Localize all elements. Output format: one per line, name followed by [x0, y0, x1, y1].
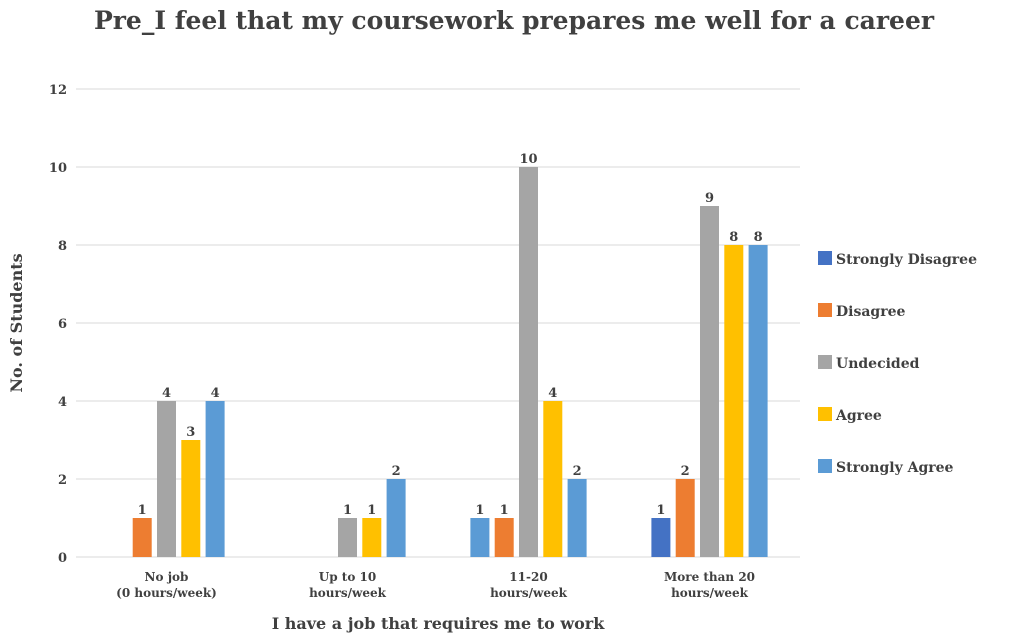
bar-strongly-agree	[386, 479, 406, 557]
bar-agree	[181, 440, 201, 557]
bar-strongly-disagree	[470, 518, 490, 557]
legend-swatch	[818, 303, 832, 317]
legend: Strongly Disagree Disagree Undecided Agree S…	[818, 251, 977, 476]
data-label: 2	[573, 464, 582, 479]
x-category-label: Up to 10	[319, 570, 376, 584]
data-label: 1	[475, 503, 484, 518]
bar-strongly-agree	[205, 401, 225, 557]
legend-swatch	[818, 459, 832, 473]
y-tick-label: 10	[49, 161, 67, 176]
data-label: 1	[367, 503, 376, 518]
data-label: 10	[519, 152, 537, 167]
legend-label: Disagree	[836, 304, 905, 320]
data-label: 1	[138, 503, 147, 518]
data-label: 3	[186, 425, 195, 440]
bar-undecided	[519, 167, 538, 557]
data-label: 8	[754, 230, 763, 245]
y-tick-label: 2	[58, 473, 67, 488]
data-label: 1	[656, 503, 665, 518]
x-category-label: More than 20	[664, 570, 755, 584]
bar-disagree	[494, 518, 514, 557]
legend-label: Undecided	[836, 356, 920, 372]
legend-swatch	[818, 407, 832, 421]
legend-swatch	[818, 251, 832, 265]
chart-title: Pre_I feel that my coursework prepares m…	[93, 6, 935, 35]
data-label: 4	[548, 386, 557, 401]
bar-undecided	[338, 518, 357, 557]
y-tick-label: 12	[49, 83, 67, 98]
y-tick-label: 6	[58, 317, 67, 332]
bar-agree	[362, 518, 382, 557]
y-tick-label: 8	[58, 239, 67, 254]
x-category-label: hours/week	[309, 586, 387, 600]
bar-disagree	[675, 479, 695, 557]
x-category-label: 11-20	[509, 570, 547, 584]
y-tick-label: 0	[58, 551, 67, 566]
x-category-label: No job	[145, 570, 189, 584]
x-category-label: hours/week	[671, 586, 749, 600]
bar-disagree	[132, 518, 152, 557]
legend-label: Agree	[835, 408, 882, 424]
bar-undecided	[700, 206, 719, 557]
bar-undecided	[157, 401, 176, 557]
bar-strongly-agree	[567, 479, 587, 557]
legend-label: Strongly Disagree	[836, 252, 977, 268]
x-axis-title: I have a job that requires me to work	[272, 614, 605, 633]
y-tick-label: 4	[58, 395, 67, 410]
bar-agree	[543, 401, 563, 557]
x-category-label: (0 hours/week)	[116, 586, 217, 600]
data-label: 1	[343, 503, 352, 518]
y-axis-ticks: 0 2 4 6 8 10 12	[49, 83, 67, 566]
data-label: 4	[162, 386, 171, 401]
x-category-label: hours/week	[490, 586, 568, 600]
bar-strongly-agree	[748, 245, 768, 557]
data-label: 2	[681, 464, 690, 479]
data-label: 4	[211, 386, 220, 401]
data-label: 2	[392, 464, 401, 479]
bar-agree	[724, 245, 744, 557]
legend-swatch	[818, 355, 832, 369]
data-label: 9	[705, 191, 714, 206]
bar-strongly-disagree	[651, 518, 671, 557]
y-axis-title: No. of Students	[7, 253, 26, 392]
x-axis-categories: No job (0 hours/week) Up to 10 hours/week 11…	[116, 570, 755, 600]
legend-label: Strongly Agree	[836, 460, 954, 476]
data-label: 1	[500, 503, 509, 518]
data-label: 8	[729, 230, 738, 245]
